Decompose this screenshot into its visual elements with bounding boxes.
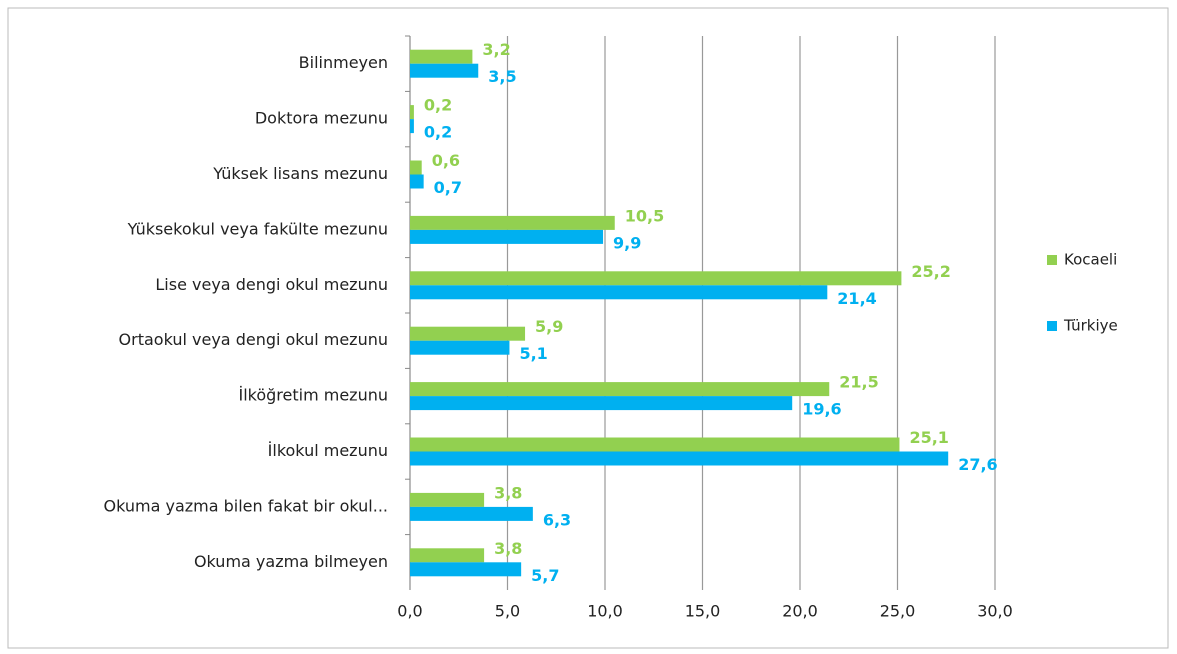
bar (410, 326, 526, 341)
value-label: 5,7 (531, 566, 559, 585)
bar (410, 105, 414, 120)
y-tick-label: Okuma yazma bilen fakat bir okul... (103, 496, 388, 515)
value-label: 25,2 (911, 262, 950, 281)
value-label: 27,6 (958, 455, 997, 474)
value-label: 9,9 (613, 233, 641, 252)
value-label: 5,9 (535, 317, 563, 336)
legend-label: Türkiye (1063, 317, 1118, 335)
value-label: 21,5 (839, 373, 878, 392)
value-label: 10,5 (625, 206, 664, 225)
legend-swatch (1047, 255, 1057, 265)
legend-label: Kocaeli (1064, 251, 1117, 269)
bar (410, 119, 414, 134)
bar (410, 215, 615, 230)
bar (410, 174, 424, 189)
x-tick-label: 20,0 (782, 602, 818, 621)
x-tick-label: 15,0 (685, 602, 721, 621)
x-tick-label: 5,0 (495, 602, 520, 621)
x-tick-label: 10,0 (587, 602, 623, 621)
y-tick-label: Yüksek lisans mezunu (212, 164, 388, 183)
y-tick-label: Ortaokul veya dengi okul mezunu (119, 330, 388, 349)
bar (410, 340, 510, 355)
y-tick-label: Okuma yazma bilmeyen (194, 552, 388, 571)
value-label: 21,4 (837, 289, 876, 308)
bar (410, 49, 473, 64)
x-tick-label: 0,0 (397, 602, 422, 621)
legend-swatch (1047, 321, 1057, 331)
value-label: 3,8 (494, 483, 522, 502)
y-tick-label: Bilinmeyen (299, 53, 388, 72)
y-tick-label: İlköğretim mezunu (238, 386, 388, 405)
y-tick-label: İlkokul mezunu (268, 441, 388, 460)
bar (410, 548, 485, 563)
bar (410, 229, 604, 244)
value-label: 19,6 (802, 400, 841, 419)
x-tick-label: 30,0 (977, 602, 1013, 621)
value-label: 0,7 (434, 178, 462, 197)
bar (410, 492, 485, 507)
value-label: 3,8 (494, 539, 522, 558)
value-label: 3,5 (488, 67, 516, 86)
bar (410, 437, 900, 452)
bar (410, 271, 902, 286)
bar (410, 160, 422, 175)
bar (410, 63, 479, 78)
value-label: 0,2 (424, 123, 452, 142)
value-label: 5,1 (519, 344, 547, 363)
value-label: 25,1 (909, 428, 948, 447)
bar (410, 396, 793, 411)
y-tick-label: Doktora mezunu (255, 109, 388, 128)
chart-frame (7, 7, 1169, 649)
value-label: 0,6 (432, 151, 460, 170)
y-tick-label: Yüksekokul veya fakülte mezunu (127, 219, 388, 238)
bar (410, 451, 949, 466)
bar (410, 285, 828, 300)
x-tick-label: 25,0 (880, 602, 916, 621)
bar (410, 382, 830, 397)
value-label: 0,2 (424, 96, 452, 115)
value-label: 6,3 (543, 510, 571, 529)
y-tick-label: Lise veya dengi okul mezunu (155, 275, 388, 294)
value-label: 3,2 (482, 40, 510, 59)
bar (410, 506, 533, 521)
bar (410, 562, 522, 577)
